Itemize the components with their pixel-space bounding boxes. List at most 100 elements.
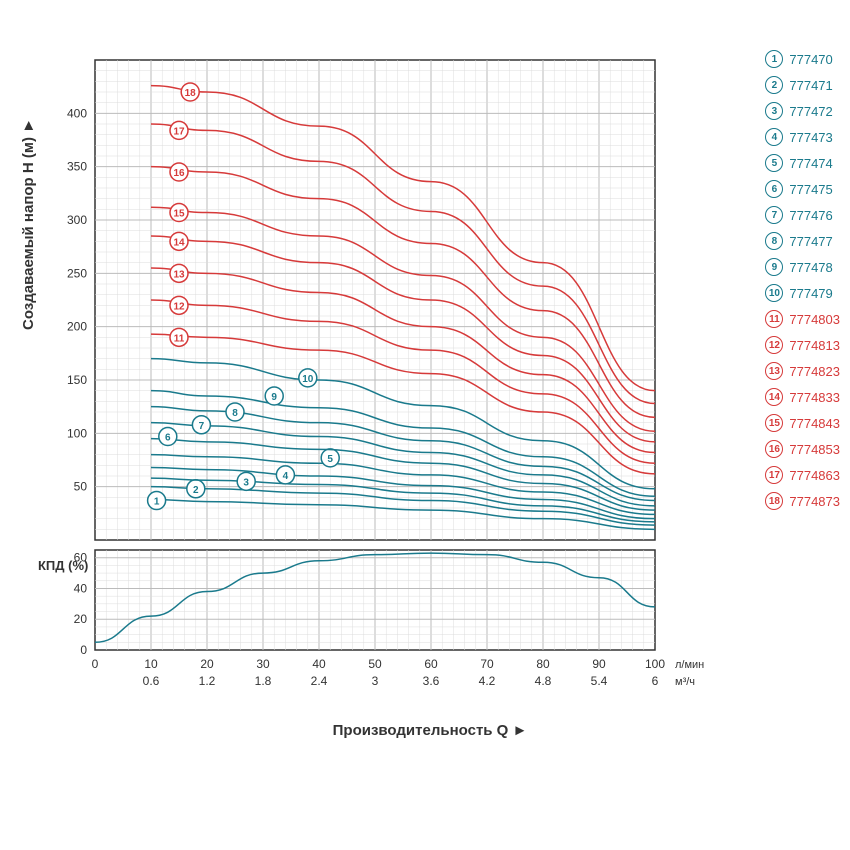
legend-item: 9 777478 xyxy=(765,258,840,276)
svg-text:100: 100 xyxy=(645,657,665,671)
legend-label: 7774873 xyxy=(789,494,840,509)
legend-item: 14 7774833 xyxy=(765,388,840,406)
legend-badge: 18 xyxy=(765,492,783,510)
legend-label: 7774853 xyxy=(789,442,840,457)
legend-item: 10777479 xyxy=(765,284,840,302)
svg-text:300: 300 xyxy=(67,213,87,227)
svg-text:150: 150 xyxy=(67,373,87,387)
legend-badge: 14 xyxy=(765,388,783,406)
svg-text:1.2: 1.2 xyxy=(199,674,216,688)
pump-curves-chart: 5010015020025030035040002040600102030405… xyxy=(30,50,710,710)
legend-label: 7774813 xyxy=(789,338,840,353)
svg-text:17: 17 xyxy=(173,126,185,137)
legend-item: 8 777477 xyxy=(765,232,840,250)
svg-text:4.8: 4.8 xyxy=(535,674,552,688)
svg-text:3.6: 3.6 xyxy=(423,674,440,688)
legend-item: 177774863 xyxy=(765,466,840,484)
svg-text:0: 0 xyxy=(80,643,87,657)
svg-text:13: 13 xyxy=(173,269,185,280)
svg-text:10: 10 xyxy=(144,657,158,671)
legend-badge: 1 xyxy=(765,50,783,68)
svg-text:0: 0 xyxy=(92,657,99,671)
legend-label: 777477 xyxy=(789,234,832,249)
legend-badge: 8 xyxy=(765,232,783,250)
legend-badge: 3 xyxy=(765,102,783,120)
x-axis-label: Производительность Q ► xyxy=(30,722,830,739)
legend-item: 11 7774803 xyxy=(765,310,840,328)
legend-badge: 5 xyxy=(765,154,783,172)
svg-text:200: 200 xyxy=(67,320,87,334)
svg-text:14: 14 xyxy=(173,237,185,248)
legend-label: 777474 xyxy=(789,156,832,171)
legend-label: 777470 xyxy=(789,52,832,67)
legend-item: 4 777473 xyxy=(765,128,840,146)
legend-item: 5 777474 xyxy=(765,154,840,172)
kpd-axis-label: КПД (%) xyxy=(38,558,88,573)
svg-text:250: 250 xyxy=(67,266,87,280)
svg-text:80: 80 xyxy=(536,657,550,671)
svg-text:50: 50 xyxy=(368,657,382,671)
svg-text:30: 30 xyxy=(256,657,270,671)
legend-badge: 7 xyxy=(765,206,783,224)
legend-label: 7774863 xyxy=(789,468,840,483)
legend-badge: 16 xyxy=(765,440,783,458)
svg-text:5.4: 5.4 xyxy=(591,674,608,688)
legend-label: 777473 xyxy=(789,130,832,145)
legend-label: 7774833 xyxy=(789,390,840,405)
legend-item: 2777471 xyxy=(765,76,840,94)
svg-text:1: 1 xyxy=(154,497,160,508)
svg-text:1.8: 1.8 xyxy=(255,674,272,688)
legend-badge: 15 xyxy=(765,414,783,432)
svg-text:60: 60 xyxy=(424,657,438,671)
svg-text:м³/ч: м³/ч xyxy=(675,676,695,688)
svg-text:3: 3 xyxy=(243,477,249,488)
legend-label: 777476 xyxy=(789,208,832,223)
legend: 1 777470 2777471 3 777472 4 777473 5 777474 6 7774… xyxy=(765,50,840,518)
chart-container: Создаваемый напор Н (м) ► 50100150200250… xyxy=(30,50,830,800)
legend-label: 7774823 xyxy=(789,364,840,379)
legend-item: 3 777472 xyxy=(765,102,840,120)
svg-text:15: 15 xyxy=(173,209,185,220)
svg-text:400: 400 xyxy=(67,106,87,120)
legend-item: 1 777470 xyxy=(765,50,840,68)
svg-text:11: 11 xyxy=(174,333,185,344)
svg-text:20: 20 xyxy=(200,657,214,671)
legend-badge: 11 xyxy=(765,310,783,328)
svg-text:90: 90 xyxy=(592,657,606,671)
svg-text:5: 5 xyxy=(327,454,333,465)
svg-text:20: 20 xyxy=(74,612,88,626)
svg-text:7: 7 xyxy=(199,421,205,432)
legend-badge: 10 xyxy=(765,284,783,302)
svg-text:50: 50 xyxy=(74,480,88,494)
legend-item: 18 7774873 xyxy=(765,492,840,510)
svg-text:9: 9 xyxy=(271,392,277,403)
legend-badge: 9 xyxy=(765,258,783,276)
svg-text:10: 10 xyxy=(302,374,314,385)
legend-label: 777478 xyxy=(789,260,832,275)
svg-text:2.4: 2.4 xyxy=(311,674,328,688)
legend-badge: 4 xyxy=(765,128,783,146)
legend-label: 7774803 xyxy=(789,312,840,327)
svg-text:100: 100 xyxy=(67,426,87,440)
svg-text:3: 3 xyxy=(372,674,379,688)
svg-text:2: 2 xyxy=(193,485,199,496)
svg-text:18: 18 xyxy=(185,88,197,99)
svg-text:16: 16 xyxy=(173,168,185,179)
legend-item: 127774813 xyxy=(765,336,840,354)
legend-label: 7774843 xyxy=(789,416,840,431)
legend-badge: 2 xyxy=(765,76,783,94)
svg-text:40: 40 xyxy=(74,581,88,595)
legend-label: 777475 xyxy=(789,182,832,197)
svg-text:350: 350 xyxy=(67,160,87,174)
svg-text:40: 40 xyxy=(312,657,326,671)
svg-text:л/мин: л/мин xyxy=(675,659,704,671)
legend-item: 7 777476 xyxy=(765,206,840,224)
legend-item: 137774823 xyxy=(765,362,840,380)
y-axis-label: Создаваемый напор Н (м) ► xyxy=(20,118,37,330)
legend-badge: 6 xyxy=(765,180,783,198)
legend-item: 15 7774843 xyxy=(765,414,840,432)
svg-text:0.6: 0.6 xyxy=(143,674,160,688)
svg-text:8: 8 xyxy=(232,408,238,419)
legend-label: 777472 xyxy=(789,104,832,119)
svg-text:70: 70 xyxy=(480,657,494,671)
